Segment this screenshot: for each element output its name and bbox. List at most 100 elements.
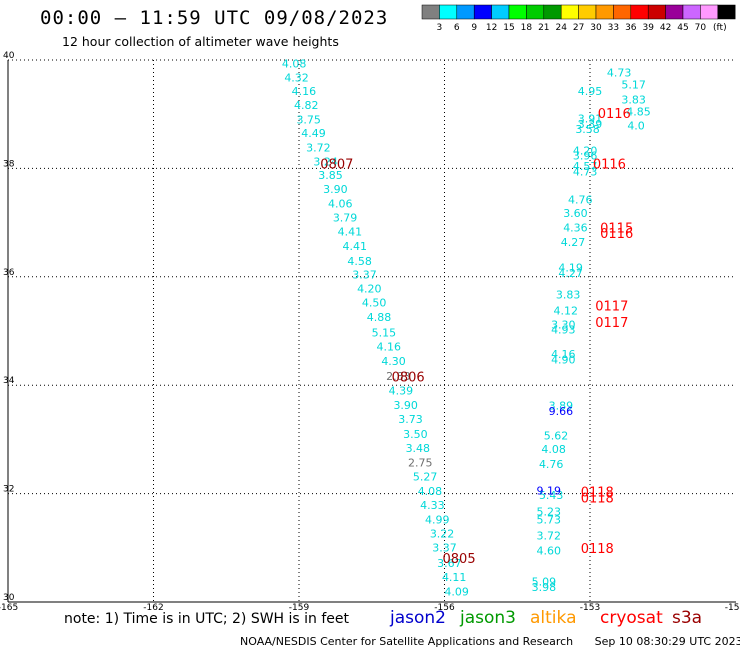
- x-tick-label: -156: [434, 603, 455, 613]
- track-time-label: 0116: [600, 227, 633, 242]
- credit-text: NOAA/NESDIS Center for Satellite Applica…: [240, 635, 574, 648]
- wave-height-value: 3.72: [306, 142, 331, 155]
- wave-height-points: 4.084.324.164.823.754.493.723.243.853.90…: [282, 58, 651, 599]
- colorbar-swatch: [456, 4, 475, 20]
- wave-height-value: 5.15: [372, 326, 397, 339]
- wave-height-value: 5.73: [537, 513, 562, 526]
- wave-height-value: 4.08: [418, 485, 443, 498]
- colorbar-label: 15: [503, 23, 514, 33]
- x-tick-label: -154: [725, 603, 740, 613]
- wave-height-value: 4.73: [573, 165, 598, 178]
- wave-height-value: 3.96: [573, 150, 598, 163]
- wave-height-value: 3.83: [621, 93, 646, 106]
- wave-height-value: 4.41: [338, 226, 363, 239]
- wave-height-value: 4.33: [420, 499, 445, 512]
- y-tick-label: 40: [3, 51, 15, 61]
- wave-height-value: 3.58: [575, 123, 600, 136]
- colorbar-swatch: [630, 4, 649, 20]
- wave-height-value: 3.98: [532, 581, 557, 594]
- colorbar-swatch: [717, 4, 736, 20]
- colorbar-swatch: [647, 4, 666, 20]
- wave-height-value: 4.58: [347, 255, 372, 268]
- wave-height-value: 5.43: [539, 489, 564, 502]
- wave-height-value: 3.22: [430, 528, 455, 541]
- wave-height-value: 4.19: [558, 261, 583, 274]
- wave-height-value: 4.39: [389, 384, 414, 397]
- wave-height-value: 3.91: [578, 112, 603, 125]
- colorbar-swatch: [700, 4, 719, 20]
- wave-height-value: 3.67: [437, 557, 462, 570]
- x-tick-label: -162: [143, 603, 163, 613]
- wave-height-value: 3.24: [313, 156, 338, 169]
- wave-height-value: 3.50: [403, 428, 428, 441]
- wave-height-value: 4.20: [573, 144, 598, 157]
- wave-height-value: 5.27: [413, 471, 438, 484]
- track-time-label: 0117: [595, 316, 628, 331]
- legend-cryosat: cryosat: [600, 608, 663, 628]
- wave-height-value: 3.37: [432, 542, 457, 555]
- wave-height-value: 4.90: [551, 354, 576, 367]
- track-labels: 0807080608050116011601150116011701170118…: [320, 107, 633, 567]
- track-time-label: 0116: [593, 157, 626, 172]
- colorbar-swatch: [473, 4, 492, 20]
- colorbar-label: 36: [625, 23, 637, 33]
- colorbar-swatch: [613, 4, 632, 20]
- colorbar-label: 18: [521, 23, 533, 33]
- colorbar-label: 39: [642, 23, 654, 33]
- colorbar-label: 12: [486, 23, 497, 33]
- wave-height-value: 3.73: [398, 413, 423, 426]
- wave-height-value: 3.89: [549, 400, 574, 413]
- wave-height-value: 3.72: [537, 530, 562, 543]
- wave-height-value: 3.30: [551, 318, 576, 331]
- y-tick-label: 36: [3, 268, 15, 278]
- colorbar-label: 45: [677, 23, 688, 33]
- wave-height-value: 4.11: [442, 571, 467, 584]
- colorbar-label: 27: [573, 23, 584, 33]
- colorbar-label: 70: [695, 23, 707, 33]
- track-time-label: 0805: [443, 552, 476, 567]
- wave-height-value: 4.08: [282, 58, 307, 71]
- y-tick-label: 34: [3, 376, 15, 386]
- wave-height-value: 3.90: [393, 399, 418, 412]
- wave-height-value: 4.76: [568, 194, 593, 207]
- chart-title: 00:00 – 11:59 UTC 09/08/2023: [40, 7, 389, 29]
- chart-subtitle: 12 hour collection of altimeter wave hei…: [62, 34, 339, 49]
- colorbar-legend: 3 6 9 12 15 18 21 24 27 30 33 36 39 42 45 70 (ft): [421, 4, 736, 33]
- colorbar-label: 21: [538, 23, 549, 33]
- wave-height-value: 4.16: [551, 348, 576, 361]
- wave-height-value: 2.75: [408, 457, 433, 470]
- wave-height-value: 4.41: [343, 240, 368, 253]
- wave-height-value: 4.08: [541, 443, 566, 456]
- wave-height-value: 4.88: [367, 311, 392, 324]
- colorbar-label: 9: [471, 23, 477, 33]
- wave-height-value: 4.0: [627, 119, 645, 132]
- wave-height-value: 4.32: [284, 72, 309, 85]
- colorbar-label: 3: [437, 23, 443, 33]
- track-time-label: 0117: [595, 299, 628, 314]
- y-tick-label: 32: [3, 485, 14, 495]
- wave-height-value: 4.93: [551, 324, 576, 337]
- wave-height-value: 3.39: [578, 118, 603, 131]
- x-tick-label: -165: [0, 603, 18, 613]
- colorbar-swatch: [439, 4, 458, 20]
- wave-height-value: 9.19: [537, 485, 562, 498]
- wave-height-value: 4.76: [539, 458, 564, 471]
- wave-height-value: 5.09: [532, 576, 557, 589]
- track-time-label: 0806: [392, 370, 425, 385]
- wave-height-value: 3.90: [323, 183, 348, 196]
- colorbar-swatch: [578, 4, 597, 20]
- colorbar-swatch: [595, 4, 614, 20]
- x-tick-label: -153: [580, 603, 600, 613]
- colorbar-swatch: [543, 4, 562, 20]
- wave-height-value: 4.16: [376, 341, 401, 354]
- wave-height-value: 3.37: [352, 268, 377, 281]
- legend-s3a: s3a: [672, 608, 703, 628]
- wave-height-value: 4.85: [626, 105, 651, 118]
- wave-height-value: 2.83: [386, 370, 411, 383]
- y-tick-label: 38: [3, 159, 15, 169]
- wave-height-value: 5.62: [544, 429, 569, 442]
- track-time-label: 0116: [598, 107, 631, 122]
- wave-height-value: 4.50: [362, 297, 387, 310]
- colorbar-label: 24: [555, 23, 567, 33]
